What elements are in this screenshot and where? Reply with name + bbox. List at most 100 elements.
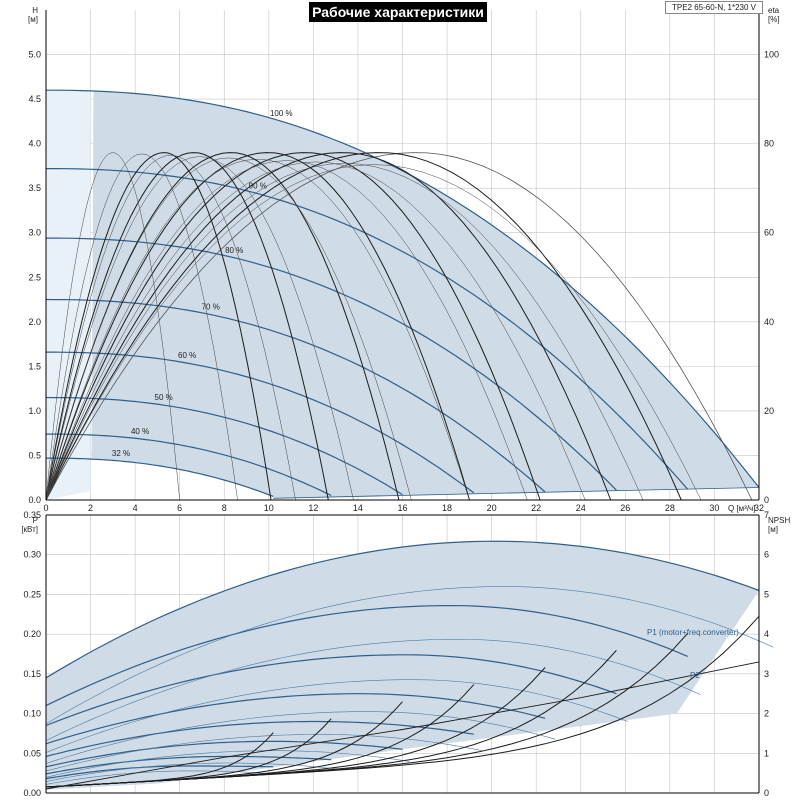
p2-curve [45,770,278,785]
eta-isoline [45,164,702,501]
eta-curve [45,152,272,501]
head-curve [46,351,475,494]
head-x-tick-label: 14 [353,503,363,513]
power-y-tick-label: 0.00 [23,788,41,798]
power-y-tick-label: 0.30 [23,550,41,560]
eta-isoline [45,157,412,501]
head-x-tick-label: 20 [487,503,497,513]
npsh-y-tick-label: 5 [764,589,769,599]
head-panel: 100 % 90 % 80 % 70 % 60 % 50 % 40 % 32 % 0.0 0.5 1… [28,6,780,513]
head-y-tick-label: 5.0 [28,50,41,60]
power-operating-area [46,541,759,790]
eta-isoline [45,152,180,501]
head-x-tick-label: 18 [442,503,452,513]
pump-model-label: TPE2 65-60-N, 1*230 V [665,1,763,14]
head-y-tick-label: 1.5 [28,361,41,371]
p1-curve [45,605,688,707]
head-x-tick-label: 16 [397,503,407,513]
head-y-tick-label: 3.0 [28,228,41,238]
npsh-curve [45,732,274,788]
power-y-tick-label: 0.25 [23,589,41,599]
power-y-tick-label: 0.05 [23,748,41,758]
head-y-tick-label: 0.0 [28,495,41,505]
head-curve [46,168,689,490]
head-curve [45,298,546,493]
p2-series-label: P2 [690,671,700,680]
eta-isoline [45,162,644,501]
head-x-tick-label: 12 [308,503,318,513]
p2-curve [45,679,628,753]
npsh-y-tick-label: 3 [764,669,769,679]
power-y-axis-symbol: P [33,516,38,525]
head-curve [46,237,617,491]
eta-y-tick-label: 20 [764,406,774,416]
head-curve [45,396,403,496]
eta-y-tick-label: 80 [764,139,774,149]
eta-isoline [45,158,470,501]
p1-curve [45,654,617,727]
head-y-tick-label: 1.0 [28,406,41,416]
head-y-tick-label: 4.5 [28,94,41,104]
head-x-tick-label: 26 [620,503,630,513]
head-curve [46,89,760,488]
head-x-tick-label: 24 [576,503,586,513]
npsh-y-tick-label: 2 [764,709,769,719]
head-curve-label: 32 % [112,449,130,458]
eta-isoline [45,161,586,501]
head-x-tick-label: 28 [665,503,675,513]
head-y-tick-label: 4.0 [28,139,41,149]
head-x-tick-label: 32 [754,503,764,513]
head-y-axis-unit: [м] [28,15,38,24]
head-operating-area [91,91,759,500]
eta-y-tick-label: 40 [764,317,774,327]
eta-curve [45,152,682,501]
eta-curve [45,152,753,501]
head-y-axis-symbol: H [32,6,38,15]
head-x-tick-label: 10 [264,503,274,513]
head-curve [46,433,332,497]
p2-curve [45,750,410,778]
eta-curve [45,152,541,501]
flow-x-axis-label: Q [м³/ч] [728,504,755,513]
eta-isoline [45,154,296,501]
npsh-y-axis-unit: [м] [768,525,778,534]
npsh-y-tick-label: 6 [764,550,769,560]
eta-curve [45,152,329,501]
power-panel: 0.00 0.05 0.10 0.15 0.20 0.25 0.30 0.35 0 1 2 3 4 5 6 7… [21,510,790,798]
head-x-tick-label: 4 [133,503,138,513]
head-curve-label: 70 % [202,303,220,312]
head-y-tick-label: 2.5 [28,272,41,282]
eta-y-axis-unit: [%] [768,15,780,24]
eta-y-tick-label: 0 [764,495,769,505]
head-low-flow-zone [46,90,91,500]
p1-curve [45,540,760,679]
chart-title: Рабочие характеристики [309,2,487,22]
npsh-y-axis-symbol: NPSH [768,516,790,525]
head-x-tick-label: 8 [222,503,227,513]
head-curve-label: 40 % [131,427,149,436]
eta-isoline [45,153,238,501]
eta-curve [45,152,612,501]
head-curve-label: 50 % [155,393,173,402]
p1-curve [45,720,474,758]
head-x-tick-label: 6 [177,503,182,513]
npsh-reference-curve [45,661,760,790]
head-curve-label: 80 % [225,246,243,255]
npsh-y-tick-label: 4 [764,629,769,639]
power-y-tick-label: 0.15 [23,669,41,679]
head-x-tick-label: 22 [531,503,541,513]
p2-curve [45,762,337,782]
eta-y-tick-label: 100 [764,50,779,60]
eta-y-axis-symbol: eta [768,6,780,15]
power-y-tick-label: 0.35 [23,510,41,520]
p2-curve [45,639,701,741]
head-y-tick-label: 2.0 [28,317,41,327]
p1-curve [45,693,546,745]
p1-curve [45,765,274,780]
head-curve-label: 60 % [178,351,196,360]
power-y-axis-unit: [кВт] [21,525,38,534]
power-y-tick-label: 0.10 [23,709,41,719]
p2-curve [45,734,483,772]
p2-curve [45,586,774,725]
